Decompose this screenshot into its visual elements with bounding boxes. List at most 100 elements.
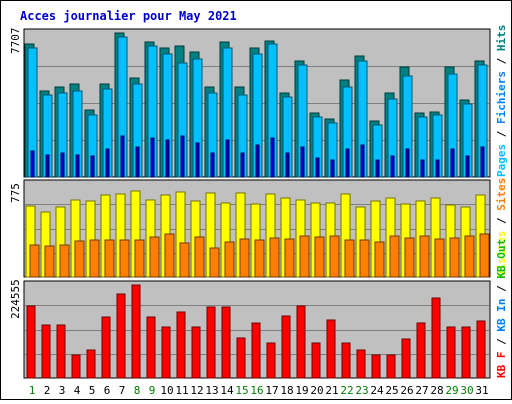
bar-pages xyxy=(75,154,80,178)
x-tick-label: 24 xyxy=(370,384,384,397)
legend-entry: KB Out xyxy=(495,239,508,285)
x-tick-label: 28 xyxy=(430,384,443,397)
bar-sites xyxy=(299,235,310,278)
bar-pages xyxy=(150,137,155,178)
bar-pages xyxy=(315,157,320,178)
bar-sites xyxy=(119,239,130,278)
x-tick-label: 9 xyxy=(149,384,156,397)
legend-entry: / xyxy=(495,57,508,71)
legend-entry: KB In xyxy=(495,299,508,339)
x-tick-label: 15 xyxy=(235,384,248,397)
legend-panel-1: Pages / Fichiers / Hits xyxy=(495,25,508,177)
x-tick-label: 10 xyxy=(160,384,173,397)
bar-kb-f xyxy=(326,319,336,379)
bar-sites xyxy=(239,238,250,278)
bar-kb-f xyxy=(281,315,291,379)
bar-pages xyxy=(375,159,380,178)
bar-kb-f xyxy=(341,342,351,379)
bar-pages xyxy=(345,148,350,178)
bar-sites xyxy=(314,236,325,278)
bar-sites xyxy=(29,244,40,278)
bar-sites xyxy=(359,239,370,278)
bar-sites xyxy=(419,235,430,278)
bar-kb-f xyxy=(266,342,276,379)
bar-kb-f xyxy=(71,354,81,379)
bar-kb-f xyxy=(116,293,126,379)
bar-pages xyxy=(180,135,185,178)
bar-kb-f xyxy=(86,349,96,379)
bar-sites xyxy=(449,237,460,278)
x-axis-labels: 1 2 3 4 5 6 7 8 9 10 11 12 13 14 15 16 17 18 19 20 21 22 23 24 2… xyxy=(29,384,489,397)
legend-entry: KB F xyxy=(495,352,508,379)
bar-sites xyxy=(149,236,160,278)
bar-sites xyxy=(479,233,490,278)
bar-kb-f xyxy=(251,322,261,379)
x-tick-label: 17 xyxy=(265,384,278,397)
bar-sites xyxy=(104,239,115,278)
bar-sites xyxy=(404,237,415,278)
bar-pages xyxy=(270,137,275,178)
bar-pages xyxy=(465,155,470,178)
bar-kb-f xyxy=(446,326,456,379)
bar-kb-f xyxy=(416,322,426,379)
bar-kb-f xyxy=(146,316,156,379)
bar-kb-f xyxy=(401,338,411,379)
x-tick-label: 29 xyxy=(445,384,458,397)
bar-kb-f xyxy=(296,305,306,379)
legend-entry: / xyxy=(495,130,508,144)
x-tick-label: 1 xyxy=(29,384,36,397)
bar-pages xyxy=(405,148,410,178)
bar-sites xyxy=(329,235,340,278)
bar-sites xyxy=(269,237,280,278)
x-tick-label: 20 xyxy=(310,384,323,397)
legend-entry: Visites xyxy=(495,231,508,277)
bar-pages xyxy=(105,148,110,178)
bar-pages xyxy=(330,159,335,178)
x-tick-label: 19 xyxy=(295,384,308,397)
bar-pages xyxy=(90,155,95,178)
bar-kb-f xyxy=(56,324,66,379)
x-tick-label: 16 xyxy=(250,384,263,397)
bar-kb-f xyxy=(356,349,366,379)
bar-kb-f xyxy=(206,306,216,379)
x-tick-label: 27 xyxy=(415,384,428,397)
bar-sites xyxy=(194,236,205,278)
bar-kb-f xyxy=(311,342,321,379)
volume-y-max-label: 224555 xyxy=(9,279,22,319)
bar-kb-f xyxy=(461,326,471,379)
legend-entry: Sites xyxy=(495,178,508,218)
bar-sites xyxy=(59,244,70,278)
x-tick-label: 6 xyxy=(104,384,111,397)
bar-sites xyxy=(434,238,445,278)
legend-entry: Hits xyxy=(495,25,508,58)
bar-kb-f xyxy=(386,354,396,379)
bar-pages xyxy=(420,159,425,178)
legend-panel-2: Visites / Sites xyxy=(495,178,508,277)
x-tick-label: 18 xyxy=(280,384,293,397)
bar-kb-f xyxy=(236,337,246,379)
bar-pages xyxy=(60,152,65,178)
x-tick-label: 12 xyxy=(190,384,203,397)
x-tick-label: 5 xyxy=(89,384,96,397)
bar-sites xyxy=(44,245,55,278)
bar-kb-f xyxy=(431,297,441,379)
bar-kb-f xyxy=(161,326,171,379)
bar-pages xyxy=(165,139,170,178)
x-tick-label: 23 xyxy=(355,384,368,397)
bar-kb-f xyxy=(476,320,486,379)
x-tick-label: 22 xyxy=(340,384,353,397)
bar-pages xyxy=(210,152,215,178)
legend-entry: Fichiers xyxy=(495,71,508,131)
legend-panel-3: KB F / KB In / KB Out xyxy=(495,239,508,378)
legend-entry: / xyxy=(495,217,508,231)
x-tick-label: 30 xyxy=(460,384,473,397)
bar-sites xyxy=(284,238,295,278)
bar-sites xyxy=(179,242,190,278)
bar-sites xyxy=(344,239,355,278)
bar-pages xyxy=(255,144,260,178)
bar-pages xyxy=(360,144,365,178)
bar-sites xyxy=(209,247,220,278)
bar-sites xyxy=(89,239,100,278)
